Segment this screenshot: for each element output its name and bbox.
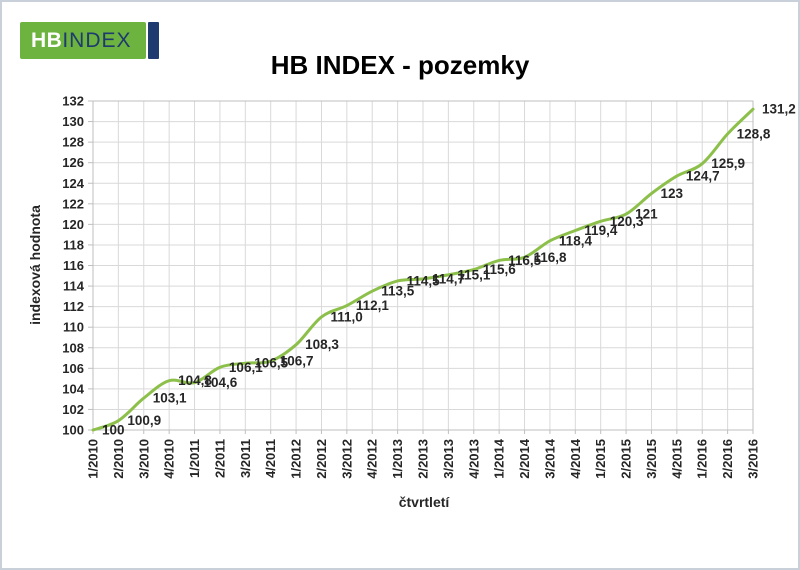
x-tick-label: 2/2016 [720,439,735,479]
data-label: 113,5 [381,284,415,299]
data-label: 125,9 [711,156,745,171]
hb-index-logo: HB INDEX [20,22,159,59]
logo-green-box: HB INDEX [20,22,146,59]
y-tick-label: 120 [62,217,84,232]
data-label: 115,1 [457,267,491,282]
data-label: 106,1 [229,360,263,375]
x-tick-label: 1/2012 [289,439,304,479]
data-label: 118,4 [559,233,593,248]
data-label: 115,6 [483,262,517,277]
data-label: 108,3 [305,337,339,352]
x-tick-label: 3/2015 [644,439,659,479]
y-tick-label: 116 [63,258,84,273]
y-tick-label: 110 [63,320,84,335]
x-tick-label: 4/2013 [466,439,481,479]
data-label: 116,5 [508,253,542,268]
data-label: 124,7 [686,169,720,184]
y-tick-label: 114 [63,279,85,294]
data-label: 121 [635,207,658,222]
x-tick-label: 3/2013 [441,439,456,479]
x-tick-label: 1/2010 [86,439,101,479]
x-axis-title: čtvrtletí [398,494,450,510]
data-label: 114,5 [407,273,441,288]
logo-hb-text: HB [31,28,63,52]
x-tick-label: 2/2010 [111,439,126,479]
y-tick-label: 126 [62,155,84,170]
y-tick-label: 100 [62,423,84,438]
data-label: 128,8 [737,126,771,141]
x-tick-label: 1/2014 [492,438,507,479]
data-label: 119,4 [584,223,618,238]
y-tick-label: 124 [62,176,84,191]
x-tick-label: 3/2012 [339,439,354,479]
data-label: 112,1 [356,298,390,313]
x-tick-label: 4/2011 [263,439,278,478]
x-tick-label: 2/2015 [619,439,634,479]
x-tick-label: 1/2016 [695,439,710,479]
y-tick-label: 112 [63,299,84,314]
x-tick-label: 4/2015 [669,439,684,479]
data-label: 100 [102,423,125,438]
logo-index-text: INDEX [62,28,132,52]
x-tick-label: 4/2010 [162,439,177,479]
y-tick-label: 130 [62,114,84,129]
data-label: 106,7 [280,354,314,369]
y-tick-label: 108 [62,340,84,355]
data-label: 116,8 [534,250,568,265]
logo-navy-bar [147,22,159,59]
x-tick-label: 3/2010 [136,439,151,479]
x-tick-label: 4/2014 [568,438,583,479]
data-label: 104,8 [178,373,212,388]
x-tick-label: 1/2011 [187,439,202,478]
x-tick-label: 3/2014 [542,438,557,479]
y-tick-label: 106 [62,361,84,376]
data-label: 120,3 [610,214,644,229]
x-tick-label: 2/2013 [416,439,431,479]
y-tick-label: 118 [63,237,84,252]
x-tick-label: 3/2016 [746,439,761,479]
index-series-line [91,107,755,432]
data-label: 103,1 [153,391,187,406]
x-tick-label: 4/2012 [365,439,380,479]
x-tick-label: 2/2012 [314,439,329,479]
y-tick-label: 102 [62,402,84,417]
chart-title: HB INDEX - pozemky [270,50,530,80]
y-tick-label: 122 [62,196,84,211]
data-label: 111,0 [330,309,362,324]
x-tick-label: 1/2013 [390,439,405,479]
x-tick-label: 1/2015 [593,439,608,479]
data-label: 114,7 [432,271,465,286]
x-tick-label: 2/2014 [517,438,532,479]
data-label: 123 [660,186,683,201]
data-label: 131,2 [762,102,796,117]
x-tick-label: 3/2011 [238,439,253,478]
x-tick-label: 2/2011 [212,439,227,478]
data-label: 100,9 [127,413,161,428]
data-label: 104,6 [204,375,238,390]
y-tick-label: 132 [62,94,84,109]
y-tick-label: 128 [62,135,84,150]
data-label: 106,5 [254,356,288,371]
y-tick-label: 104 [62,381,84,396]
